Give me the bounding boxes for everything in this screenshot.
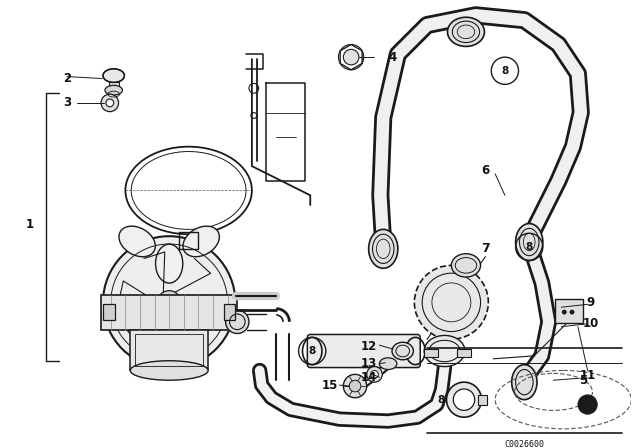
- FancyBboxPatch shape: [477, 395, 488, 405]
- Ellipse shape: [119, 226, 156, 257]
- Text: 12: 12: [360, 340, 377, 353]
- Ellipse shape: [392, 342, 413, 360]
- Circle shape: [367, 366, 382, 382]
- Text: 8: 8: [437, 395, 444, 405]
- Ellipse shape: [424, 336, 465, 366]
- Ellipse shape: [451, 254, 481, 277]
- Ellipse shape: [512, 365, 537, 400]
- Ellipse shape: [516, 224, 543, 261]
- Circle shape: [157, 291, 181, 314]
- Text: 11: 11: [579, 369, 596, 382]
- Circle shape: [101, 94, 118, 112]
- Ellipse shape: [380, 358, 397, 370]
- Text: 9: 9: [586, 296, 595, 309]
- Ellipse shape: [156, 244, 183, 283]
- Circle shape: [106, 99, 114, 107]
- Circle shape: [343, 375, 367, 398]
- Text: 8: 8: [501, 66, 509, 76]
- Text: 8: 8: [308, 346, 316, 356]
- Text: 10: 10: [582, 317, 598, 330]
- FancyBboxPatch shape: [101, 295, 237, 330]
- Circle shape: [570, 310, 575, 314]
- FancyBboxPatch shape: [103, 304, 115, 320]
- Ellipse shape: [447, 17, 484, 47]
- Circle shape: [447, 382, 481, 417]
- Ellipse shape: [226, 310, 249, 333]
- Ellipse shape: [369, 229, 398, 268]
- Text: 2: 2: [63, 72, 71, 85]
- Circle shape: [453, 389, 475, 410]
- Circle shape: [414, 265, 488, 339]
- Ellipse shape: [183, 226, 220, 257]
- Circle shape: [562, 310, 566, 314]
- FancyBboxPatch shape: [556, 299, 583, 323]
- Text: 3: 3: [63, 96, 71, 109]
- FancyBboxPatch shape: [307, 335, 420, 367]
- Ellipse shape: [105, 86, 122, 95]
- Text: 8: 8: [525, 242, 533, 252]
- FancyBboxPatch shape: [109, 82, 118, 90]
- FancyBboxPatch shape: [223, 304, 236, 320]
- Text: 4: 4: [389, 51, 397, 64]
- FancyBboxPatch shape: [424, 349, 438, 357]
- Circle shape: [343, 49, 359, 65]
- Text: C0026600: C0026600: [504, 440, 545, 448]
- Text: 5: 5: [579, 374, 587, 387]
- Text: 13: 13: [360, 357, 377, 370]
- Text: 14: 14: [360, 371, 377, 384]
- Circle shape: [371, 370, 378, 378]
- FancyBboxPatch shape: [457, 349, 471, 357]
- FancyBboxPatch shape: [131, 330, 208, 370]
- Circle shape: [103, 236, 236, 369]
- Text: 7: 7: [481, 242, 490, 255]
- Text: 15: 15: [321, 379, 338, 392]
- Text: 6: 6: [481, 164, 490, 177]
- Circle shape: [349, 380, 361, 392]
- Text: 1: 1: [26, 218, 34, 231]
- Circle shape: [578, 395, 597, 414]
- Ellipse shape: [103, 69, 124, 82]
- Ellipse shape: [131, 361, 208, 380]
